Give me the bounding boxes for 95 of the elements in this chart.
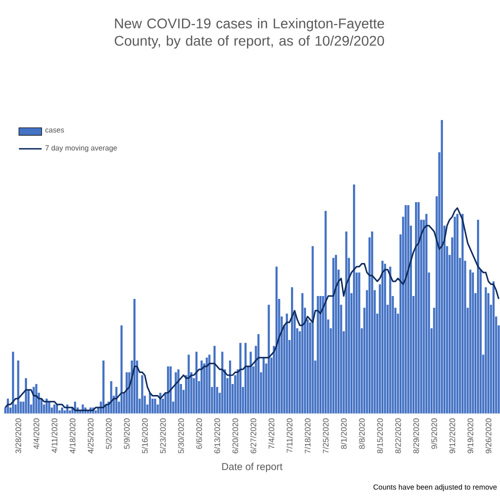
bar [461,214,464,414]
bar [440,120,443,414]
bar [213,346,216,414]
bar [456,214,458,414]
bar [476,220,480,414]
bar [94,410,97,414]
x-tick-label: 4/25/2020 [88,418,94,454]
x-tick-label: 9/12/2020 [449,418,456,454]
x-tick-label: 9/5/2020 [431,418,438,449]
bar [35,384,38,414]
bar [239,342,242,414]
bar [262,358,265,414]
x-tick-label: 8/29/2020 [413,418,419,454]
bar [316,296,319,414]
bar [257,334,260,414]
x-tick-label: 8/1/2020 [340,418,347,449]
bar [120,325,123,414]
bar [17,360,20,414]
bar [312,246,314,414]
x-tick-label: 7/4/2020 [268,418,274,449]
bar [174,372,177,414]
bar [425,214,428,414]
bar [177,369,180,414]
x-axis-title: Date of report [222,462,282,472]
bar [250,352,252,414]
x-tick-label: 4/11/2020 [51,418,58,453]
bar [454,216,456,414]
bar [352,184,356,414]
bar [469,270,472,414]
x-tick-label: 8/22/2020 [395,418,401,454]
bar [319,296,322,414]
bar [32,386,35,414]
x-tick-label: 9/19/2020 [467,418,474,454]
x-tick-label: 5/30/2020 [178,418,184,454]
x-tick-label: 5/16/2020 [142,418,148,454]
bar [133,298,136,414]
x-tick-label: 7/18/2020 [304,418,310,454]
bar [414,202,418,414]
bar [407,205,410,414]
bar [102,360,105,414]
x-tick-label: 5/2/2020 [106,418,112,449]
bar [472,272,474,414]
bar [61,407,64,414]
x-tick-label: 6/13/2020 [214,418,220,454]
bar [221,352,224,414]
bar [48,402,50,414]
bar [141,375,144,414]
bar [324,210,327,414]
bar [384,264,386,414]
x-tick-label: 5/9/2020 [124,418,130,449]
bar [381,260,384,414]
bar [286,314,288,414]
x-tick-label: 3/28/2020 [15,418,22,454]
bar [154,398,156,414]
bar [188,354,190,414]
bar [208,354,210,414]
bar [301,293,304,414]
x-tick-label: 6/6/2020 [196,418,202,449]
bar [110,381,112,414]
bar [484,287,487,414]
bar [206,358,208,414]
bar [371,231,374,414]
bar [275,266,278,414]
x-tick-label: 7/25/2020 [322,418,329,454]
bar [200,360,203,414]
bar [345,231,348,414]
bar [159,392,162,414]
bar [166,366,170,414]
bar [195,352,198,414]
chart-title: New COVID-19 cases in Lexington-Fayette County, by date of report, as of 10/29/2020 [114,18,384,49]
bar [53,404,56,414]
bar [334,254,338,414]
bar [126,372,128,414]
bar [418,202,420,414]
x-tick-label: 5/23/2020 [160,418,166,454]
bar [389,266,392,414]
x-tick-label: 9/26/2020 [485,418,492,454]
bar [290,287,294,414]
bar [492,281,495,414]
bar [244,342,247,414]
x-tick-label: 6/20/2020 [232,418,238,454]
bar [332,258,334,414]
x-tick-label: 4/18/2020 [70,418,76,454]
bar [148,392,152,414]
bar [228,360,232,414]
x-tick-label: 8/15/2020 [376,418,383,454]
bar [24,378,28,414]
x-tick-label: 6/27/2020 [250,418,256,454]
bar [404,205,407,414]
bar [358,272,360,414]
x-tick-label: 7/11/2020 [286,418,292,453]
bar [12,352,14,414]
x-tick-label: 4/4/2020 [33,418,40,449]
x-tick-label: 8/8/2020 [358,418,365,449]
bar [268,304,270,414]
